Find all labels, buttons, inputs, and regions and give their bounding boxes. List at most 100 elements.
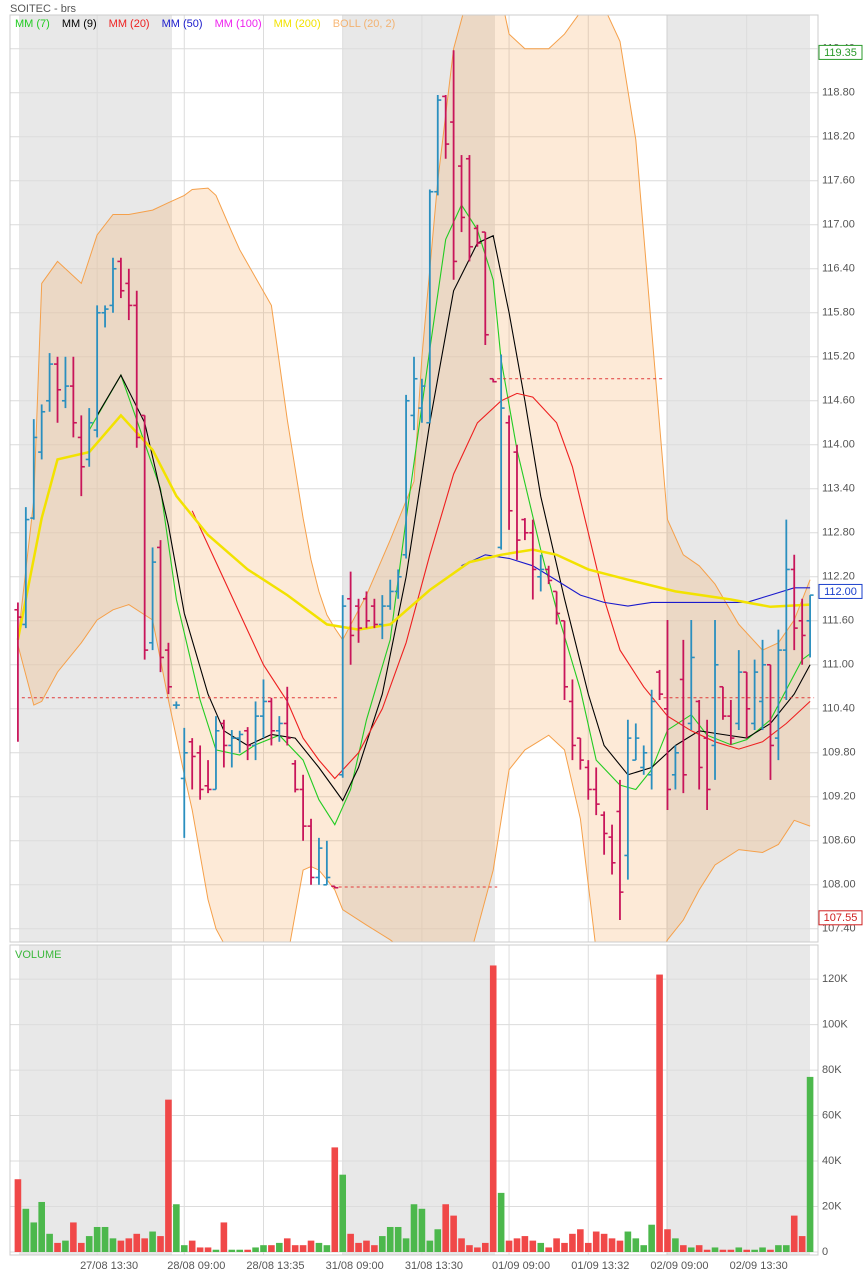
volume-bar: [561, 1242, 568, 1252]
volume-bar: [157, 1236, 164, 1252]
price-frame: [9, 14, 819, 943]
legend-label: MM (20): [109, 18, 150, 30]
volume-bar: [109, 1238, 117, 1252]
y-tick-label: 114.60: [822, 395, 855, 407]
y-tick-label: 118.20: [822, 131, 855, 143]
x-tick-label: 01/09 13:32: [571, 1260, 629, 1272]
volume-bar: [228, 1249, 236, 1252]
volume-bar: [85, 1236, 93, 1252]
volume-bar: [767, 1249, 774, 1252]
legend-label: BOLL (20, 2): [333, 18, 396, 30]
volume-bar: [481, 1242, 489, 1252]
volume-bar: [711, 1247, 719, 1252]
volume-bar: [101, 1226, 109, 1252]
legend-label: MM (50): [162, 18, 203, 30]
y-tick-label: 108.00: [822, 879, 856, 891]
y-tick-label: 120K: [822, 973, 848, 985]
ma-line: [191, 392, 811, 780]
y-tick-label: 117.60: [822, 175, 855, 187]
volume-bar: [426, 1240, 434, 1252]
y-tick-label: 115.80: [822, 307, 855, 319]
x-tick-label: 31/08 09:00: [326, 1260, 384, 1272]
volume-bar: [584, 1242, 592, 1252]
volume-bar: [212, 1249, 220, 1252]
price-flag-label: 112.00: [824, 586, 857, 598]
volume-bar: [600, 1233, 608, 1252]
volume-bar: [664, 1229, 671, 1252]
volume-bar: [38, 1201, 45, 1252]
volume-bar: [783, 1245, 790, 1252]
volume-bar: [751, 1249, 758, 1252]
volume-bar: [806, 1076, 814, 1252]
ma-line: [461, 554, 811, 607]
volume-bar: [244, 1249, 251, 1252]
volume-bar: [569, 1233, 576, 1252]
price-flag: [818, 583, 863, 599]
volume-bar: [798, 1236, 806, 1252]
volume-bar: [220, 1222, 228, 1252]
volume-bar: [315, 1242, 323, 1252]
y-tick-label: 60K: [822, 1109, 842, 1121]
volume-bar: [545, 1247, 552, 1252]
x-tick-label: 01/09 09:00: [492, 1260, 550, 1272]
volume-bar: [117, 1240, 125, 1252]
volume-bar: [703, 1249, 711, 1252]
y-tick-label: 113.40: [822, 483, 855, 495]
y-tick-label: 117.00: [822, 219, 855, 231]
y-tick-label: 115.20: [822, 351, 855, 363]
band-line: [17, 15, 811, 651]
volume-bar: [22, 1208, 30, 1252]
volume-bar: [442, 1204, 449, 1252]
volume-bar: [529, 1240, 537, 1252]
volume-bar: [759, 1247, 766, 1252]
labels: 107.40 108.00 108.60 109.20 109.80 110.40 111.…: [15, 18, 863, 1272]
volume-bar: [640, 1245, 648, 1252]
volume-bar: [727, 1249, 735, 1252]
y-tick-label: 111.00: [822, 659, 854, 671]
volume-bar: [489, 965, 497, 1252]
y-tick-label: 112.80: [822, 527, 855, 539]
volume-bar: [291, 1245, 299, 1252]
volume-bar: [276, 1242, 283, 1252]
volume-bar: [790, 1215, 798, 1252]
volume-bar: [355, 1242, 362, 1252]
volume-bar: [513, 1238, 521, 1252]
y-tick-label: 118.80: [822, 87, 855, 99]
volume-bar: [133, 1233, 141, 1252]
volume-bar: [180, 1245, 188, 1252]
volume-bar: [656, 974, 663, 1252]
volume-bar: [46, 1233, 53, 1252]
y-tick-label: 114.00: [822, 439, 855, 451]
volume-bar: [93, 1226, 101, 1252]
volume-bar: [474, 1247, 481, 1252]
volume-bar: [331, 1147, 339, 1252]
y-tick-label: 100K: [822, 1018, 848, 1030]
y-tick-label: 109.20: [822, 791, 856, 803]
grid: [10, 15, 818, 1255]
price-flag-label: 119.35: [824, 47, 857, 59]
x-tick-label: 28/08 13:35: [246, 1260, 304, 1272]
volume-bar: [418, 1208, 426, 1252]
volume-frame: [9, 944, 819, 1256]
volume-bar: [553, 1238, 560, 1252]
volume-bar: [260, 1245, 267, 1252]
y-tick-label: 20K: [822, 1200, 842, 1212]
volume-bar: [632, 1238, 640, 1252]
volume-bar: [204, 1247, 212, 1252]
volume-plot: [14, 965, 814, 1252]
volume-title: VOLUME: [15, 949, 61, 961]
volume-bar: [537, 1242, 545, 1252]
volume-bar: [608, 1238, 616, 1252]
volume-bar: [410, 1204, 418, 1252]
volume-bar: [577, 1229, 584, 1252]
volume-bar: [386, 1226, 394, 1252]
volume-bar: [450, 1215, 457, 1252]
y-tick-label: 109.80: [822, 747, 856, 759]
y-tick-label: 110.40: [822, 703, 855, 715]
volume-bar: [339, 1174, 347, 1252]
volume-bar: [30, 1222, 38, 1252]
volume-bar: [402, 1238, 410, 1252]
x-tick-label: 31/08 13:30: [405, 1260, 463, 1272]
volume-bar: [54, 1242, 61, 1252]
price-plot: [14, 15, 815, 942]
